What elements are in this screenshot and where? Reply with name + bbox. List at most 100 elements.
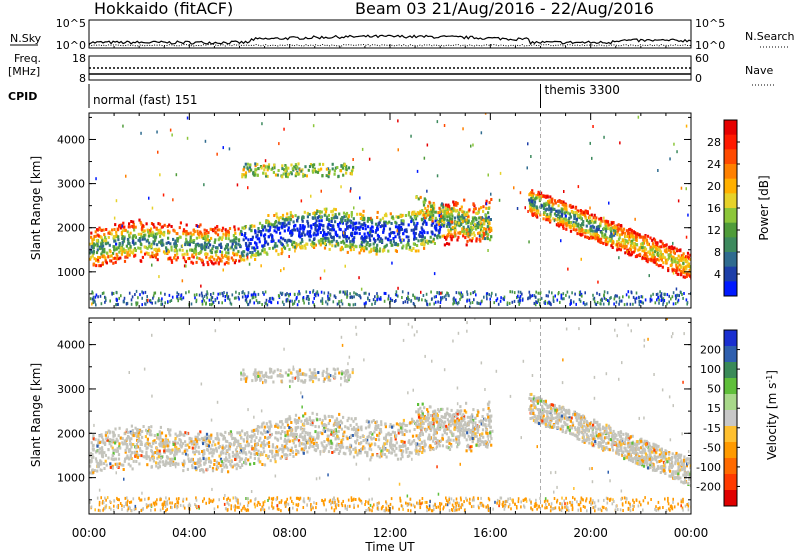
echo-cell xyxy=(462,127,464,130)
echo-cell xyxy=(340,228,342,231)
echo-cell xyxy=(369,239,371,242)
echo-cell xyxy=(346,293,348,296)
echo-cell xyxy=(475,293,477,296)
echo-cell xyxy=(672,256,674,259)
echo-cell xyxy=(322,224,324,227)
echo-cell xyxy=(288,255,290,258)
echo-cell xyxy=(224,254,226,257)
echo-cell xyxy=(440,292,442,295)
echo-cell xyxy=(478,217,480,220)
echo-cell xyxy=(306,420,308,423)
echo-cell xyxy=(629,247,631,250)
echo-cell xyxy=(259,230,261,233)
echo-cell xyxy=(257,253,259,256)
echo-cell xyxy=(376,244,378,247)
echo-cell xyxy=(144,238,146,241)
echo-cell xyxy=(437,234,439,237)
echo-cell xyxy=(433,211,435,214)
echo-cell xyxy=(531,209,533,212)
echo-cell xyxy=(582,220,584,223)
echo-cell xyxy=(675,297,677,300)
echo-cell xyxy=(585,229,587,232)
echo-cell xyxy=(216,153,218,156)
echo-cell xyxy=(550,207,552,210)
echo-cell xyxy=(159,223,161,226)
echo-cell xyxy=(683,292,685,295)
echo-cell xyxy=(672,269,674,272)
echo-cell xyxy=(459,231,461,234)
echo-cell xyxy=(144,253,146,256)
echo-cell xyxy=(155,292,157,295)
echo-cell xyxy=(370,436,372,439)
echo-cell xyxy=(538,292,540,295)
echo-cell xyxy=(521,293,523,296)
echo-cell xyxy=(402,214,404,217)
echo-cell xyxy=(605,238,607,241)
echo-cell xyxy=(603,136,605,139)
echo-cell xyxy=(631,246,633,249)
echo-cell xyxy=(113,235,115,238)
echo-cell xyxy=(662,242,664,245)
echo-cell xyxy=(99,247,101,250)
echo-cell xyxy=(362,214,364,217)
echo-cell xyxy=(138,219,140,222)
echo-cell xyxy=(570,226,572,229)
echo-cell xyxy=(301,448,303,451)
echo-cell xyxy=(274,425,276,428)
echo-cell xyxy=(604,290,606,293)
echo-cell xyxy=(206,448,208,451)
echo-cell xyxy=(489,201,491,204)
echo-cell xyxy=(470,302,472,305)
echo-cell xyxy=(344,219,346,222)
echo-cell xyxy=(669,157,671,160)
echo-cell xyxy=(627,231,629,234)
echo-cell xyxy=(657,169,659,172)
echo-cell xyxy=(287,167,289,170)
echo-cell xyxy=(156,232,158,235)
echo-cell xyxy=(584,291,586,294)
echo-cell xyxy=(509,290,511,293)
echo-cell xyxy=(245,242,247,245)
echo-cell xyxy=(222,233,224,236)
echo-cell xyxy=(630,303,632,306)
echo-cell xyxy=(128,222,130,225)
echo-cell xyxy=(475,217,477,220)
echo-cell xyxy=(331,236,333,239)
echo-cell xyxy=(589,220,591,223)
echo-cell xyxy=(169,294,171,297)
echo-cell xyxy=(313,297,315,300)
echo-cell xyxy=(581,258,583,261)
echo-cell xyxy=(418,197,420,200)
echo-cell xyxy=(284,426,286,429)
echo-cell xyxy=(292,303,294,306)
echo-cell xyxy=(335,231,337,234)
echo-cell xyxy=(354,440,356,443)
echo-cell xyxy=(242,296,244,299)
echo-cell xyxy=(422,235,424,238)
echo-cell xyxy=(608,302,610,305)
echo-cell xyxy=(450,237,452,240)
echo-cell xyxy=(351,232,353,235)
echo-cell xyxy=(371,225,373,228)
echo-cell xyxy=(513,186,515,189)
echo-cell xyxy=(421,226,423,229)
echo-cell xyxy=(117,228,119,231)
echo-cell xyxy=(183,296,185,299)
echo-cell xyxy=(613,229,615,232)
echo-cell xyxy=(308,446,310,449)
echo-cell xyxy=(156,243,158,246)
echo-cell xyxy=(151,302,153,305)
echo-cell xyxy=(274,437,276,440)
echo-cell xyxy=(430,241,432,244)
echo-cell xyxy=(634,298,636,301)
echo-cell xyxy=(209,303,211,306)
echo-cell xyxy=(359,442,361,445)
echo-cell xyxy=(276,245,278,248)
echo-cell xyxy=(317,228,319,231)
echo-cell xyxy=(417,170,419,173)
echo-cell xyxy=(476,224,478,227)
echo-cell xyxy=(162,233,164,236)
echo-cell xyxy=(462,234,464,237)
echo-cell xyxy=(477,212,479,215)
